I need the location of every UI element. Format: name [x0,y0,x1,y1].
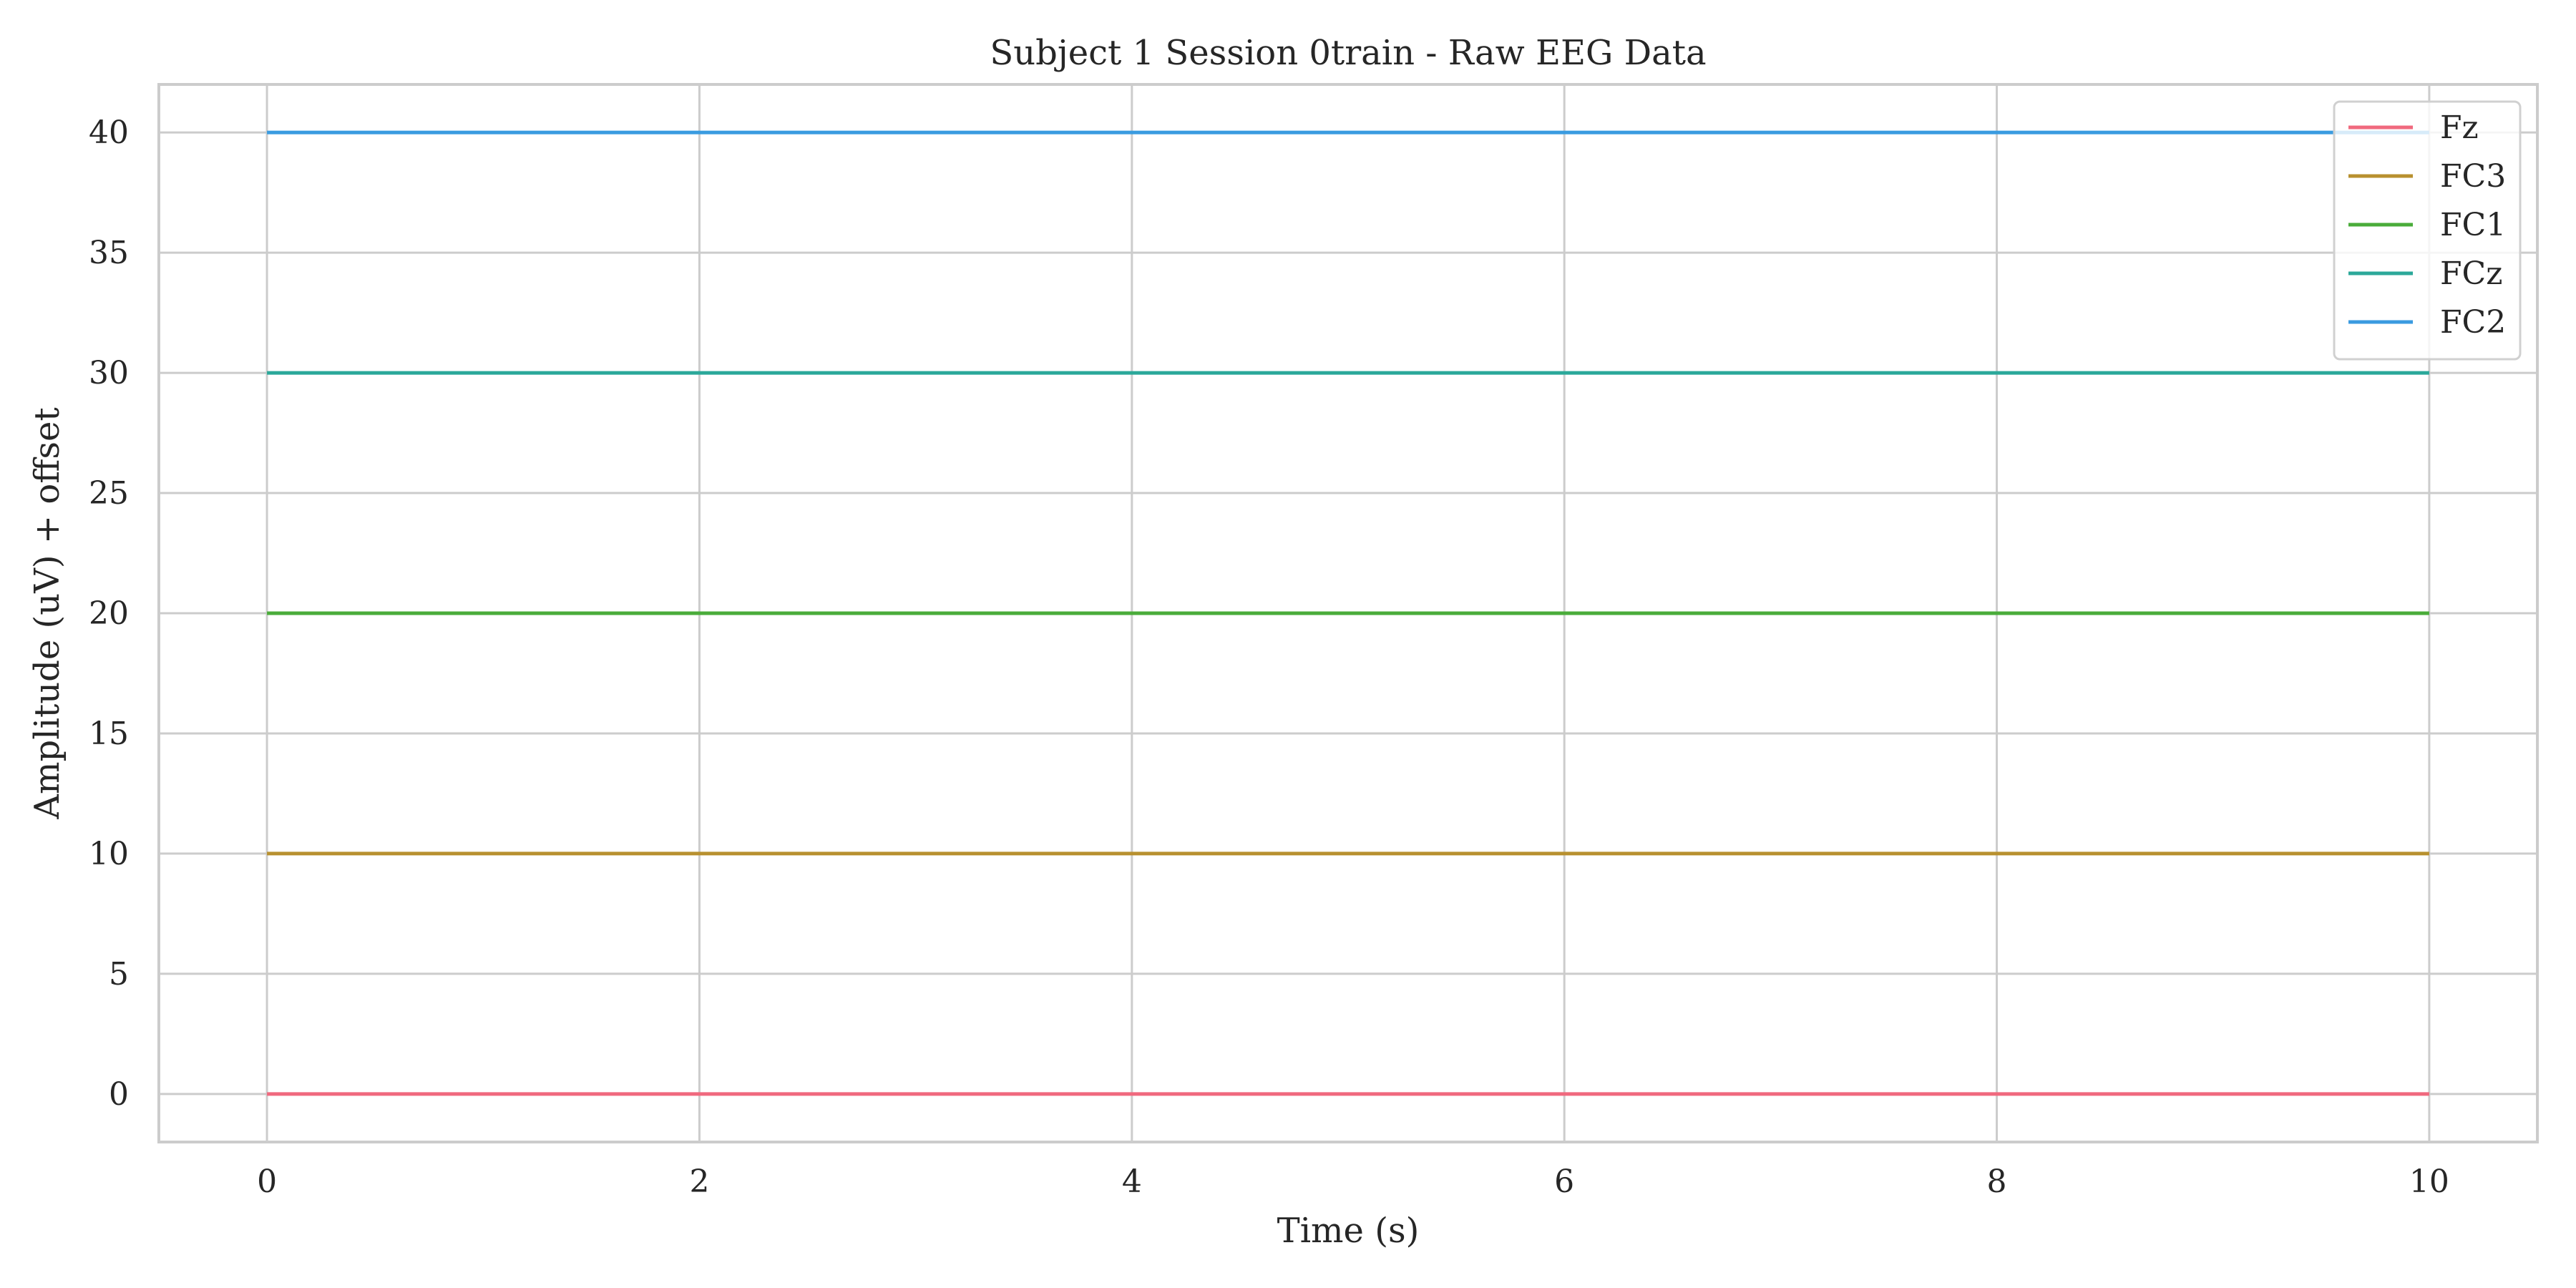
tick-layer: 0 2 4 6 8 10 0 5 10 15 20 25 30 35 40 [89,114,2449,1200]
y-tick-label-2: 10 [89,836,129,872]
x-axis-label: Time (s) [1277,1211,1420,1251]
x-tick-label-3: 6 [1554,1163,1574,1200]
x-tick-label-4: 8 [1987,1163,2007,1200]
legend-label-fc3: FC3 [2440,158,2506,195]
y-tick-label-8: 40 [89,114,129,151]
y-tick-label-6: 30 [89,355,129,391]
legend: Fz FC3 FC1 FCz FC2 [2333,100,2522,361]
y-axis-label: Amplitude (uV) + offset [27,407,67,819]
y-tick-label-3: 15 [89,716,129,752]
legend-frame [2333,100,2522,361]
legend-label-fz: Fz [2440,109,2479,146]
plot-frame [157,83,2539,1143]
y-tick-label-4: 20 [89,595,129,632]
chart-title: Subject 1 Session 0train - Raw EEG Data [990,33,1706,73]
y-tick-label-7: 35 [89,235,129,271]
series-layer [267,130,2429,1096]
x-tick-label-0: 0 [257,1163,277,1200]
legend-label-fc1: FC1 [2440,207,2506,243]
y-tick-label-0: 0 [109,1076,129,1113]
y-tick-label-5: 25 [89,475,129,512]
legend-label-fcz: FCz [2440,255,2502,292]
x-tick-label-5: 10 [2409,1163,2449,1200]
x-tick-label-1: 2 [689,1163,709,1200]
x-tick-label-2: 4 [1122,1163,1142,1200]
y-tick-label-1: 5 [109,956,129,992]
legend-label-fc2: FC2 [2440,304,2506,341]
